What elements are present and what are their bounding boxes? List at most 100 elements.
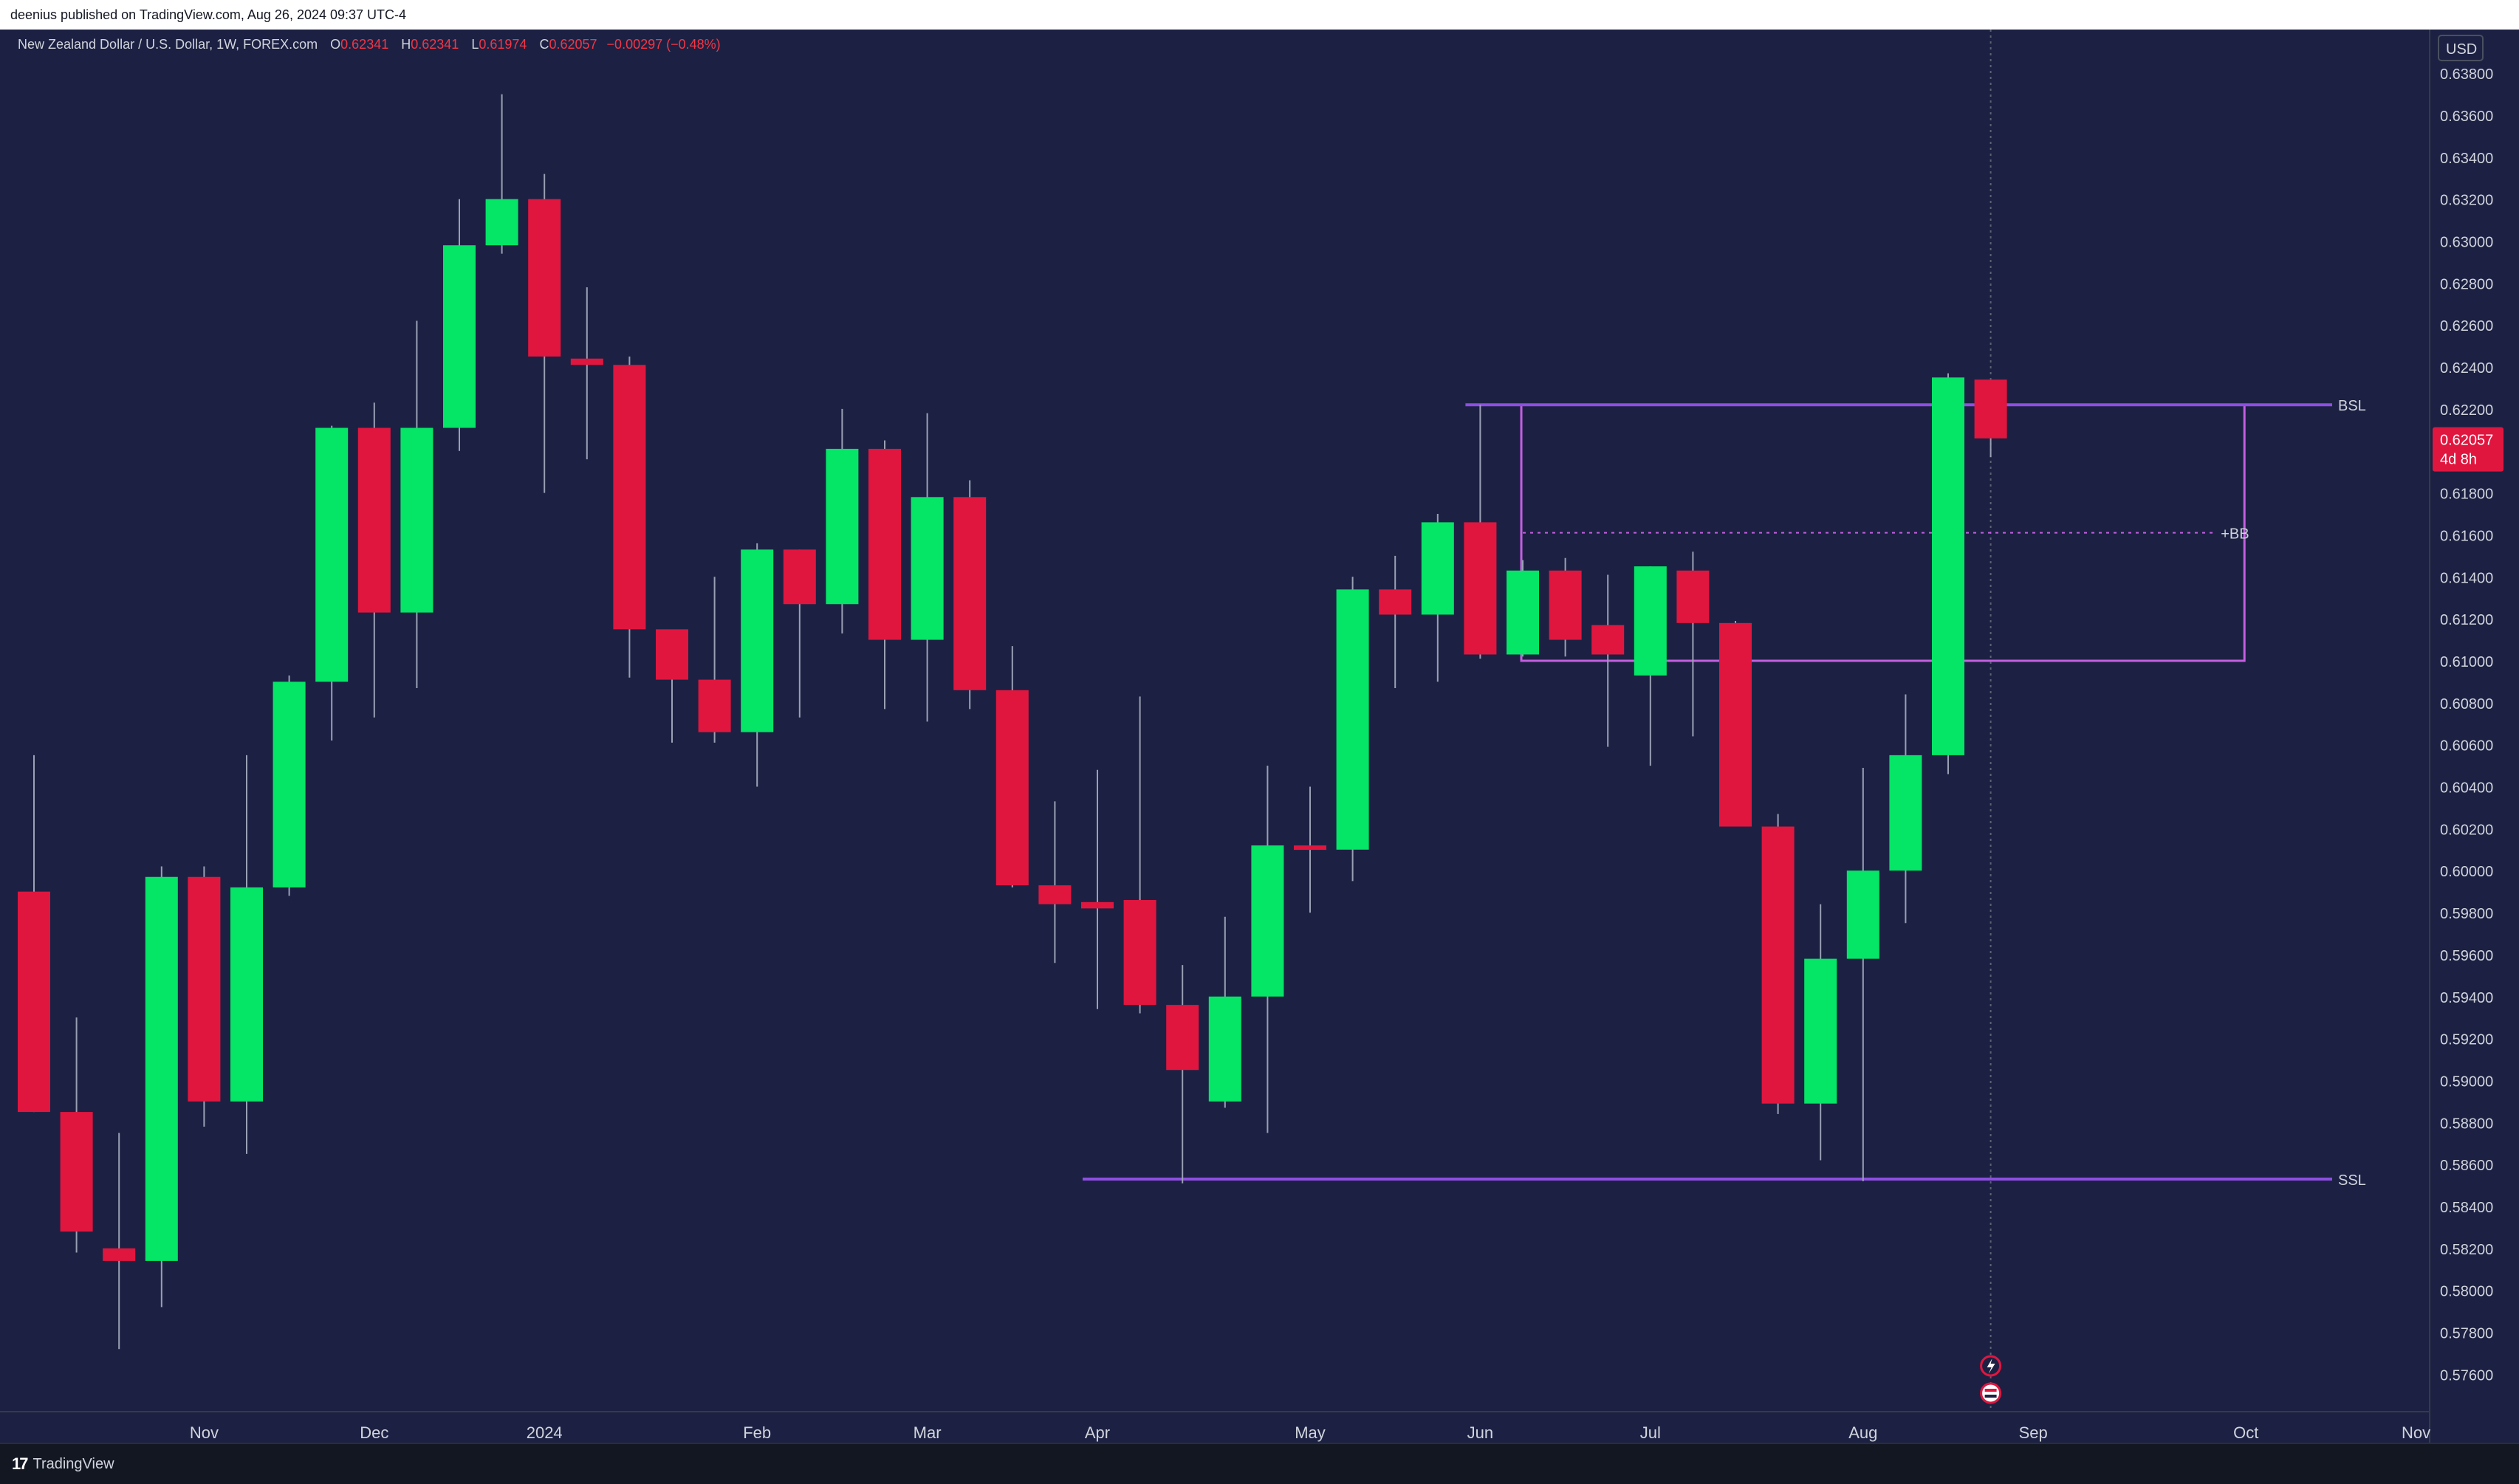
candle-body <box>443 245 476 428</box>
y-tick-label: 0.62800 <box>2440 276 2493 292</box>
candle-body <box>1464 522 1497 655</box>
y-tick-label: 0.59400 <box>2440 990 2493 1006</box>
x-tick-label: May <box>1295 1423 1326 1442</box>
published-text: deenius published on TradingView.com, Au… <box>10 7 407 22</box>
candle-body <box>1974 379 2007 439</box>
current-price-box <box>2433 427 2503 472</box>
candle-body <box>315 427 349 682</box>
low-value: 0.61974 <box>479 37 527 52</box>
y-tick-label: 0.60000 <box>2440 864 2493 880</box>
x-tick-label: Feb <box>743 1423 771 1442</box>
candle-body <box>570 358 603 365</box>
candle-body <box>1846 870 1879 959</box>
candle-body <box>1591 625 1625 655</box>
y-tick-label: 0.60800 <box>2440 696 2493 712</box>
y-tick-label: 0.63200 <box>2440 193 2493 209</box>
candle-body <box>188 876 221 1102</box>
candle-body <box>1676 570 1710 623</box>
candle-body <box>1379 589 1412 615</box>
tradingview-logo[interactable]: 17 TradingView <box>12 1454 114 1474</box>
high-label: H <box>401 37 411 52</box>
candle-body <box>698 679 731 732</box>
candle-body <box>826 448 859 605</box>
candle-body <box>868 448 901 640</box>
y-tick-label: 0.62400 <box>2440 360 2493 377</box>
candle-body <box>485 199 518 246</box>
x-tick-label: Jun <box>1467 1423 1493 1442</box>
flag-stripe <box>1984 1395 1997 1398</box>
y-tick-label: 0.58200 <box>2440 1242 2493 1258</box>
y-tick-label: 0.63800 <box>2440 66 2493 83</box>
close-label: C <box>539 37 549 52</box>
candle-body <box>528 199 561 357</box>
y-tick-label: 0.59200 <box>2440 1032 2493 1048</box>
x-tick-label: Oct <box>2233 1423 2258 1442</box>
level-label-ssl: SSL <box>2338 1172 2366 1189</box>
y-tick-label: 0.62200 <box>2440 402 2493 419</box>
x-tick-label: 2024 <box>527 1423 563 1442</box>
y-tick-label: 0.60600 <box>2440 738 2493 755</box>
y-tick-label: 0.61200 <box>2440 612 2493 628</box>
y-tick-label: 0.60200 <box>2440 822 2493 838</box>
published-bar: deenius published on TradingView.com, Au… <box>0 0 2519 30</box>
candle-body <box>953 497 987 690</box>
y-tick-label: 0.59000 <box>2440 1074 2493 1090</box>
currency-box <box>2438 35 2484 61</box>
candle-body <box>1038 885 1072 904</box>
candle-body <box>1336 589 1369 850</box>
brand-name: TradingView <box>32 1455 114 1472</box>
y-tick-label: 0.58400 <box>2440 1200 2493 1216</box>
y-tick-label: 0.58800 <box>2440 1116 2493 1132</box>
price-chart[interactable]: 0.63800 0.63600 0.63400 0.63200 0.63000 0.628… <box>0 30 2519 1443</box>
x-tick-label: Sep <box>2019 1423 2048 1442</box>
candle-body <box>60 1112 93 1232</box>
y-tick-label: 0.61600 <box>2440 528 2493 544</box>
candle-body <box>1634 566 1667 676</box>
chart-area[interactable]: 0.63800 0.63600 0.63400 0.63200 0.63000 0.628… <box>0 30 2519 1443</box>
current-price-value: 0.62057 <box>2440 433 2493 449</box>
x-tick-label: Nov <box>190 1423 219 1442</box>
y-tick-label: 0.57800 <box>2440 1326 2493 1342</box>
footer-bar: 17 TradingView <box>0 1443 2519 1484</box>
y-tick-label: 0.61800 <box>2440 487 2493 503</box>
y-tick-label: 0.63000 <box>2440 235 2493 251</box>
candle-body <box>656 629 688 680</box>
y-tick-label: 0.58600 <box>2440 1158 2493 1174</box>
x-tick-label: Mar <box>914 1423 942 1442</box>
candle-body <box>1421 522 1454 615</box>
low-label: L <box>471 37 479 52</box>
event-flag-us-icon <box>1980 1382 2002 1404</box>
symbol-legend: New Zealand Dollar / U.S. Dollar, 1W, FO… <box>18 37 721 52</box>
candle-body <box>357 427 391 613</box>
candle-body <box>1208 996 1241 1102</box>
currency-label: USD <box>2446 41 2477 58</box>
candle-body <box>1804 958 1837 1104</box>
candle-body <box>1081 901 1114 909</box>
level-label-bsl: BSL <box>2338 398 2366 414</box>
candle-body <box>783 549 816 605</box>
candle-body <box>230 887 263 1102</box>
y-tick-label: 0.59600 <box>2440 948 2493 964</box>
candle-body <box>1123 900 1156 1006</box>
countdown-value: 4d 8h <box>2440 452 2477 468</box>
y-tick-label: 0.63600 <box>2440 109 2493 125</box>
x-tick-label: Aug <box>1848 1423 1877 1442</box>
candle-body <box>1932 377 1964 755</box>
candle-body <box>400 427 433 613</box>
candle-body <box>103 1248 136 1261</box>
candle-body <box>911 497 944 640</box>
tradingview-logo-icon: 17 <box>12 1454 29 1473</box>
candle-body <box>1549 570 1582 640</box>
candle-body <box>145 876 178 1261</box>
candle-body <box>995 690 1029 886</box>
box-label: +BB <box>2221 526 2249 543</box>
flag-stripe <box>1984 1389 1997 1392</box>
candle-body <box>1889 755 1922 871</box>
candle-body <box>1507 570 1539 655</box>
high-value: 0.62341 <box>411 37 459 52</box>
candle-body <box>1719 622 1752 827</box>
change-value: −0.00297 (−0.48%) <box>606 37 721 52</box>
y-tick-label: 0.58000 <box>2440 1284 2493 1300</box>
candle-body <box>613 365 646 630</box>
x-tick-label: Apr <box>1085 1423 1110 1442</box>
